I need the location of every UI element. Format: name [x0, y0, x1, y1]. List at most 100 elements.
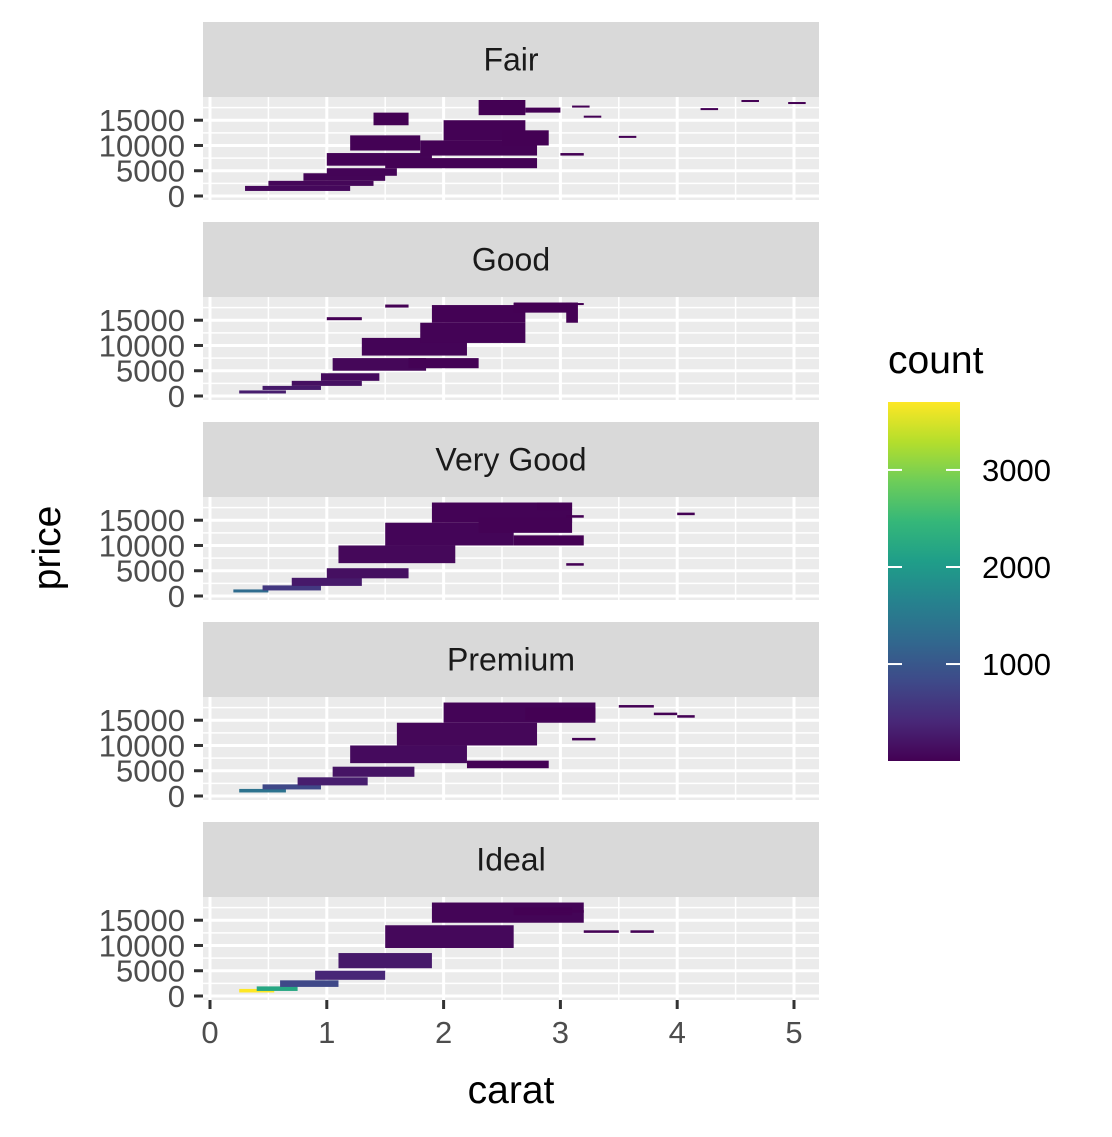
heatmap-bin [560, 153, 584, 156]
heatmap-bin [478, 100, 526, 116]
heatmap-bin [385, 304, 409, 308]
facet-strip [203, 222, 819, 297]
y-tick-label: 15000 [99, 703, 185, 738]
y-tick-label: 10000 [99, 728, 185, 763]
heatmap-bin [233, 589, 269, 593]
y-tick-label: 0 [168, 379, 185, 414]
heatmap-bin [326, 568, 409, 579]
facet-label: Good [472, 242, 550, 278]
y-tick-label: 0 [168, 779, 185, 814]
heatmap-bin [572, 737, 596, 741]
heatmap-bin [239, 788, 286, 793]
heatmap-bin [326, 168, 397, 176]
heatmap-bin [332, 358, 427, 371]
heatmap-bin [502, 130, 549, 146]
heatmap-bin [677, 512, 695, 516]
facet-label: Fair [483, 42, 538, 78]
y-tick-label: 15000 [99, 503, 185, 538]
heatmap-bin [420, 322, 526, 343]
heatmap-bin [291, 577, 362, 586]
y-tick-label: 5000 [116, 554, 185, 589]
x-tick-label: 0 [201, 1015, 218, 1050]
x-tick-label: 4 [669, 1015, 686, 1050]
heatmap-bin [431, 305, 526, 323]
heatmap-bin [700, 108, 719, 111]
heatmap-bin [537, 502, 573, 511]
legend-tick-label: 1000 [982, 647, 1051, 682]
heatmap-bin [385, 158, 538, 169]
x-tick-label: 5 [785, 1015, 802, 1050]
x-tick-label: 3 [552, 1015, 569, 1050]
heatmap-bin [630, 930, 654, 933]
heatmap-bin [566, 515, 584, 518]
heatmap-bin [525, 707, 596, 721]
heatmap-bin [513, 303, 584, 306]
legend-title: count [888, 339, 984, 382]
y-tick-label: 15000 [99, 303, 185, 338]
heatmap-bin [280, 980, 339, 987]
y-tick-label: 5000 [116, 154, 185, 189]
heatmap-bin [572, 105, 590, 108]
heatmap-bin [350, 135, 421, 151]
heatmap-bin [788, 102, 806, 105]
heatmap-bin [332, 766, 415, 777]
x-tick-label: 2 [435, 1015, 452, 1050]
y-tick-label: 0 [168, 979, 185, 1014]
heatmap-bin [268, 180, 374, 186]
y-tick-label: 10000 [99, 328, 185, 363]
heatmap-bin [583, 115, 602, 118]
y-tick-label: 5000 [116, 354, 185, 389]
heatmap-bin [291, 380, 362, 386]
y-tick-label: 10000 [99, 128, 185, 163]
heatmap-bin [239, 390, 286, 394]
facet-strip [203, 422, 819, 497]
heatmap-bin [350, 745, 467, 764]
y-tick-label: 5000 [116, 954, 185, 989]
legend-tick-label: 2000 [982, 550, 1051, 585]
heatmap-bin [262, 784, 321, 790]
heatmap-bin [548, 910, 584, 913]
heatmap-bin [303, 173, 386, 181]
legend-tick-label: 3000 [982, 453, 1051, 488]
heatmap-bin [653, 712, 678, 716]
y-tick-label: 5000 [116, 754, 185, 789]
heatmap-bin [245, 185, 351, 191]
facet-label: Premium [447, 642, 575, 678]
facet-label: Ideal [476, 842, 545, 878]
heatmap-bin [297, 777, 368, 786]
heatmap-bin [566, 563, 584, 566]
legend-colorbar [888, 402, 960, 761]
heatmap-bin [262, 585, 321, 591]
heatmap-bin [385, 925, 514, 948]
y-tick-label: 0 [168, 179, 185, 214]
heatmap-bin [256, 986, 298, 991]
heatmap-bin [618, 135, 637, 138]
heatmap-bin [466, 760, 549, 769]
facet-label: Very Good [435, 442, 586, 478]
heatmap-bin [338, 545, 456, 564]
heatmap-bin [513, 535, 584, 546]
y-tick-label: 15000 [99, 103, 185, 138]
heatmap-bin [513, 907, 573, 916]
heatmap-bin [618, 705, 654, 708]
heatmap-bin [338, 953, 432, 969]
heatmap-bin [320, 373, 380, 381]
y-tick-label: 10000 [99, 928, 185, 963]
x-axis-title: carat [468, 1069, 555, 1112]
y-tick-label: 15000 [99, 903, 185, 938]
facet-strip [203, 22, 819, 97]
facet-strip [203, 622, 819, 697]
heatmap-bin [478, 517, 573, 533]
heatmap-bin [513, 302, 573, 313]
heatmap-bin [262, 385, 321, 390]
heatmap-bin [741, 100, 759, 103]
y-tick-label: 0 [168, 579, 185, 614]
heatmap-bin [315, 970, 386, 980]
heatmap-bin [583, 930, 619, 933]
heatmap-bin [396, 722, 538, 746]
facet-strip [203, 822, 819, 897]
y-tick-label: 10000 [99, 528, 185, 563]
heatmap-bin [525, 107, 561, 113]
